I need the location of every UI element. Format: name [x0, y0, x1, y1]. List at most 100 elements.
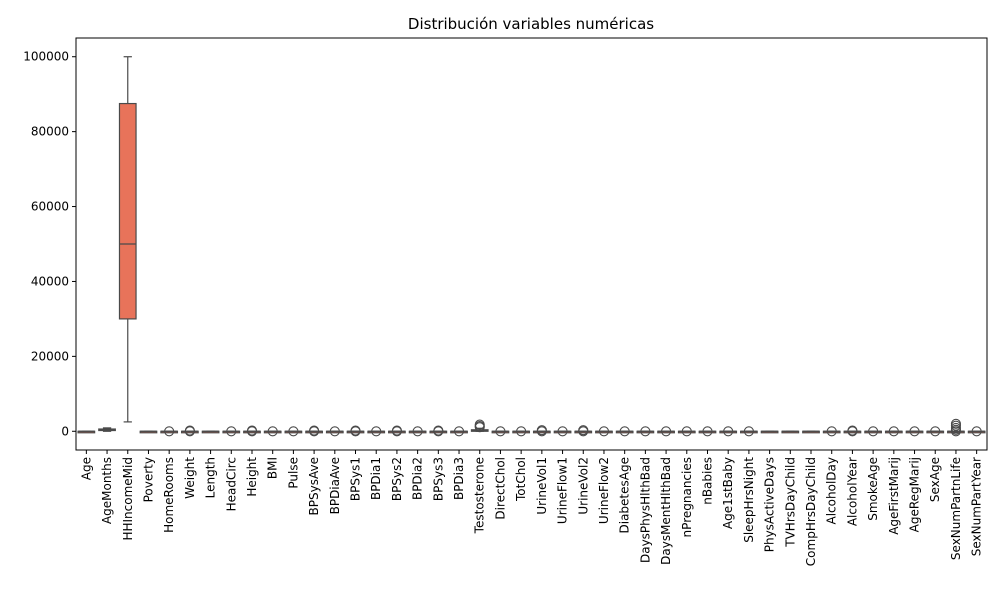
box-Weight [180, 425, 199, 437]
x-tick-label: DaysPhysHlthBad [638, 457, 652, 563]
box-nBabies [698, 426, 717, 437]
x-tick-label: Pulse [286, 457, 300, 489]
x-tick-label: SleepHrsNight [742, 457, 756, 543]
x-tick-label: CompHrsDayChild [804, 457, 818, 566]
outlier-point [536, 425, 547, 436]
x-tick-label: AgeFirstMarij [887, 457, 901, 535]
y-tick-label: 100000 [23, 50, 69, 64]
x-tick-label: Poverty [141, 457, 155, 502]
x-tick-label: nPregnancies [680, 457, 694, 537]
box-HeadCirc [222, 426, 241, 437]
x-tick-label: AlcoholYear [845, 457, 859, 526]
box-SexAge [926, 426, 945, 437]
plot-frame [75, 37, 988, 451]
box-CompHrsDayChild [802, 430, 820, 434]
box-AgeRegMarij [905, 426, 924, 437]
box-Pulse [284, 426, 303, 437]
outlier-point [288, 426, 299, 437]
x-tick-label: PhysActiveDays [763, 457, 777, 552]
x-tick-label: UrineFlow1 [556, 457, 570, 524]
outlier-point [453, 426, 465, 437]
box-BPSys1 [346, 425, 365, 437]
box-BPSys3 [429, 425, 448, 437]
box-UrineVol2 [574, 425, 593, 437]
box-DiabetesAge [615, 426, 634, 437]
outlier-point [350, 425, 361, 436]
chart-title: Distribución variables numéricas [408, 15, 654, 33]
x-tick-label: TotChol [514, 457, 528, 502]
box-HomeRooms [160, 426, 179, 437]
box-nPregnancies [677, 426, 696, 437]
box-Testosterone [470, 419, 489, 433]
box-DaysMentHlthBad [657, 426, 675, 437]
x-tick-label: SexNumPartYear [970, 457, 984, 556]
outlier-point [868, 426, 879, 437]
x-tick-label: SexNumPartnLife [949, 457, 963, 560]
x-tick-label: DirectChol [493, 457, 507, 520]
x-tick-label: Age [79, 457, 93, 480]
box-BPSys2 [388, 425, 406, 437]
outlier-point [164, 426, 175, 437]
box-BPSysAve [305, 425, 323, 437]
box-UrineFlow1 [553, 426, 572, 437]
x-tick-label: UrineVol1 [535, 457, 549, 515]
box-HHIncomeMid [118, 56, 137, 423]
outlier-point [888, 426, 899, 437]
outlier-point [226, 426, 237, 437]
outlier-point [950, 418, 961, 429]
outlier-point [971, 426, 982, 437]
x-tick-label: BPSysAve [307, 457, 321, 515]
x-tick-label: HomeRooms [162, 457, 176, 533]
box-Age1stBaby [719, 426, 738, 437]
box-UrineVol1 [532, 425, 551, 437]
outlier-point [433, 425, 444, 436]
x-tick-label: Age1stBaby [721, 457, 735, 529]
outlier-point [619, 426, 630, 437]
outlier-point [516, 426, 527, 437]
outlier-point [661, 426, 672, 437]
box-PhysActiveDays [760, 430, 779, 434]
outlier-point [598, 426, 610, 437]
x-tick-label: Length [204, 457, 218, 498]
box-BPDia1 [367, 426, 386, 437]
x-tick-label: TVHrsDayChild [783, 457, 797, 548]
x-tick-label: HHIncomeMid [121, 457, 135, 541]
x-tick-label: SmokeAge [866, 457, 880, 521]
outlier-point [640, 426, 651, 437]
x-tick-label: SexAge [928, 457, 942, 502]
box-SexNumPartYear [967, 426, 986, 437]
x-tick-label: DaysMentHlthBad [659, 457, 673, 565]
y-tick-label: 40000 [31, 274, 69, 288]
x-tick-label: nBabies [700, 457, 714, 505]
x-tick-label: AgeMonths [100, 457, 114, 524]
x-tick-label: Weight [183, 457, 197, 499]
box-DaysPhysHlthBad [636, 426, 655, 437]
outlier-point [930, 426, 941, 437]
box-SleepHrsNight [740, 426, 758, 437]
outlier-point [909, 426, 920, 437]
x-tick-label: DiabetesAge [618, 457, 632, 533]
box-BPDia2 [408, 426, 427, 437]
box-TotChol [512, 426, 531, 437]
x-tick-label: BMI [266, 457, 280, 479]
outlier-point [267, 426, 278, 437]
box-TVHrsDayChild [781, 430, 800, 434]
x-tick-label: HeadCirc [224, 457, 238, 511]
outlier-point [702, 426, 713, 437]
box-AlcoholDay [822, 426, 841, 437]
x-tick-label: BPSys3 [431, 457, 445, 501]
x-tick-label: UrineFlow2 [597, 457, 611, 524]
box-BPDiaAve [325, 426, 344, 437]
y-tick-label: 20000 [31, 349, 69, 363]
outlier-point [743, 426, 754, 437]
x-axis: Age AgeMonths HHIncomeMid Poverty HomeRooms W… [79, 450, 984, 566]
boxes [77, 56, 986, 437]
y-tick-label: 60000 [31, 200, 69, 214]
box-Age [77, 430, 96, 434]
outlier-point [329, 426, 340, 437]
box-BMI [263, 426, 282, 437]
x-tick-label: AgeRegMarij [908, 457, 922, 532]
outlier-point [847, 425, 858, 436]
box-BPDia3 [450, 426, 468, 437]
